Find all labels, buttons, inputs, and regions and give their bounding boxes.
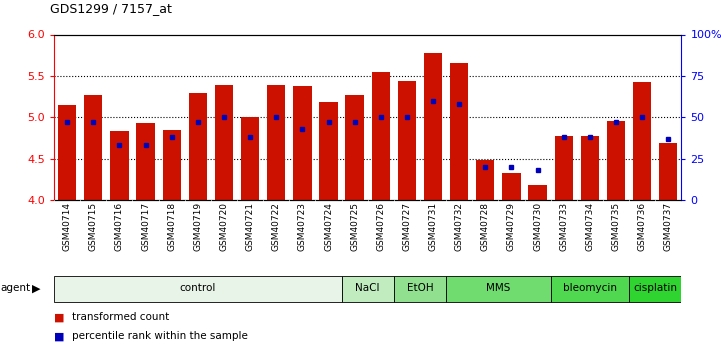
Text: GSM40727: GSM40727 [402, 202, 412, 251]
Text: GSM40732: GSM40732 [455, 202, 464, 251]
Text: GSM40725: GSM40725 [350, 202, 359, 251]
Text: transformed count: transformed count [72, 313, 169, 322]
Bar [241, 117, 260, 200]
Text: control: control [180, 283, 216, 293]
Text: GSM40730: GSM40730 [533, 202, 542, 252]
Bar [319, 102, 337, 200]
Bar [293, 86, 311, 200]
Text: GSM40737: GSM40737 [664, 202, 673, 252]
Bar [58, 105, 76, 200]
Bar [554, 136, 573, 200]
Text: ▶: ▶ [32, 283, 40, 293]
Bar [659, 143, 678, 200]
Bar [476, 159, 495, 200]
Text: GDS1299 / 7157_at: GDS1299 / 7157_at [50, 2, 172, 15]
Text: GSM40722: GSM40722 [272, 202, 280, 251]
Bar [215, 85, 233, 200]
Text: GSM40731: GSM40731 [428, 202, 438, 252]
Bar [633, 82, 651, 200]
Text: GSM40721: GSM40721 [246, 202, 255, 251]
Text: percentile rank within the sample: percentile rank within the sample [72, 332, 248, 341]
Bar [345, 95, 364, 200]
Bar [162, 130, 181, 200]
Text: GSM40717: GSM40717 [141, 202, 150, 252]
Text: GSM40734: GSM40734 [585, 202, 594, 251]
Text: GSM40720: GSM40720 [219, 202, 229, 251]
Bar [528, 185, 547, 200]
Text: GSM40718: GSM40718 [167, 202, 176, 252]
FancyBboxPatch shape [394, 276, 446, 302]
Text: GSM40733: GSM40733 [559, 202, 568, 252]
Text: GSM40726: GSM40726 [376, 202, 385, 251]
Text: GSM40735: GSM40735 [611, 202, 621, 252]
Text: GSM40723: GSM40723 [298, 202, 307, 251]
Text: ■: ■ [54, 332, 65, 341]
Text: GSM40715: GSM40715 [89, 202, 98, 252]
Text: GSM40729: GSM40729 [507, 202, 516, 251]
FancyBboxPatch shape [551, 276, 629, 302]
Text: cisplatin: cisplatin [633, 283, 677, 293]
Text: agent: agent [1, 283, 31, 293]
FancyBboxPatch shape [446, 276, 551, 302]
Text: GSM40714: GSM40714 [63, 202, 71, 251]
Bar [424, 53, 442, 200]
Bar [607, 121, 625, 200]
Text: bleomycin: bleomycin [563, 283, 617, 293]
Bar [371, 72, 390, 200]
Text: GSM40716: GSM40716 [115, 202, 124, 252]
Text: GSM40736: GSM40736 [637, 202, 647, 252]
FancyBboxPatch shape [54, 276, 342, 302]
Bar [580, 136, 599, 200]
FancyBboxPatch shape [629, 276, 681, 302]
Text: MMS: MMS [486, 283, 510, 293]
Text: GSM40728: GSM40728 [481, 202, 490, 251]
Text: ■: ■ [54, 313, 65, 322]
Bar [84, 95, 102, 200]
Bar [450, 63, 469, 200]
Text: NaCl: NaCl [355, 283, 380, 293]
Bar [189, 93, 207, 200]
FancyBboxPatch shape [342, 276, 394, 302]
Text: GSM40719: GSM40719 [193, 202, 203, 252]
Text: GSM40724: GSM40724 [324, 202, 333, 251]
Bar [136, 123, 155, 200]
Text: EtOH: EtOH [407, 283, 433, 293]
Bar [110, 131, 128, 200]
Bar [267, 85, 286, 200]
Bar [503, 173, 521, 200]
Bar [398, 81, 416, 200]
